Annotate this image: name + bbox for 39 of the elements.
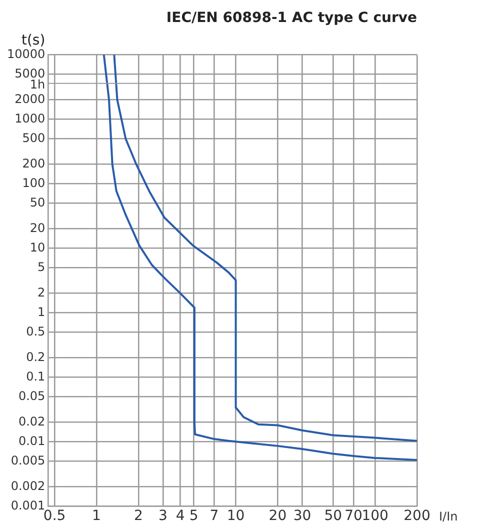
x-tick-label: 2 [134,508,143,524]
y-tick-label: 2 [38,285,46,300]
y-tick-label: 0.01 [18,434,46,448]
x-tick-label: 10 [226,508,245,524]
y-tick-label: 0.005 [10,453,46,468]
x-tick-label: 70 [344,508,362,524]
y-tick-label: 50 [30,195,46,210]
x-axis-title: I/In [439,509,458,524]
ref-line-label: 1h [30,78,46,92]
x-tick-label: 4 [176,508,185,524]
y-tick-label: 100 [22,176,46,190]
y-tick-label: 5 [38,260,46,274]
y-tick-label: 200 [22,156,46,170]
x-tick-label: 100 [362,508,388,524]
y-tick-label: 20 [30,220,46,235]
y-tick-label: 0.2 [26,350,46,364]
y-tick-label: 0.02 [18,414,46,428]
y-tick-label: 500 [22,130,46,145]
y-tick-label: 1000 [14,111,46,126]
y-tick-label: 0.002 [10,478,46,493]
x-tick-label: 30 [293,508,312,524]
y-axis-title: t(s) [21,32,46,48]
y-tick-label: 0.5 [26,324,46,338]
y-tick-label: 1 [38,304,46,319]
x-tick-label: 200 [404,508,430,524]
y-tick-label: 2000 [14,92,46,106]
x-tick-label: 50 [324,508,342,524]
y-tick-label: 10000 [6,46,46,61]
x-tick-label: 7 [210,508,219,524]
x-tick-label: 3 [158,508,168,524]
y-tick-label: 0.001 [10,498,46,512]
y-tick-label: 10 [30,240,46,254]
x-tick-label: 20 [268,508,287,524]
x-tick-label: 1 [92,508,101,524]
y-tick-label: 0.1 [26,369,46,384]
x-tick-label: 5 [189,508,198,524]
y-tick-label: 5000 [14,66,46,80]
chart-title: IEC/EN 60898-1 AC type C curve [166,10,417,26]
y-tick-label: 0.05 [18,388,46,403]
